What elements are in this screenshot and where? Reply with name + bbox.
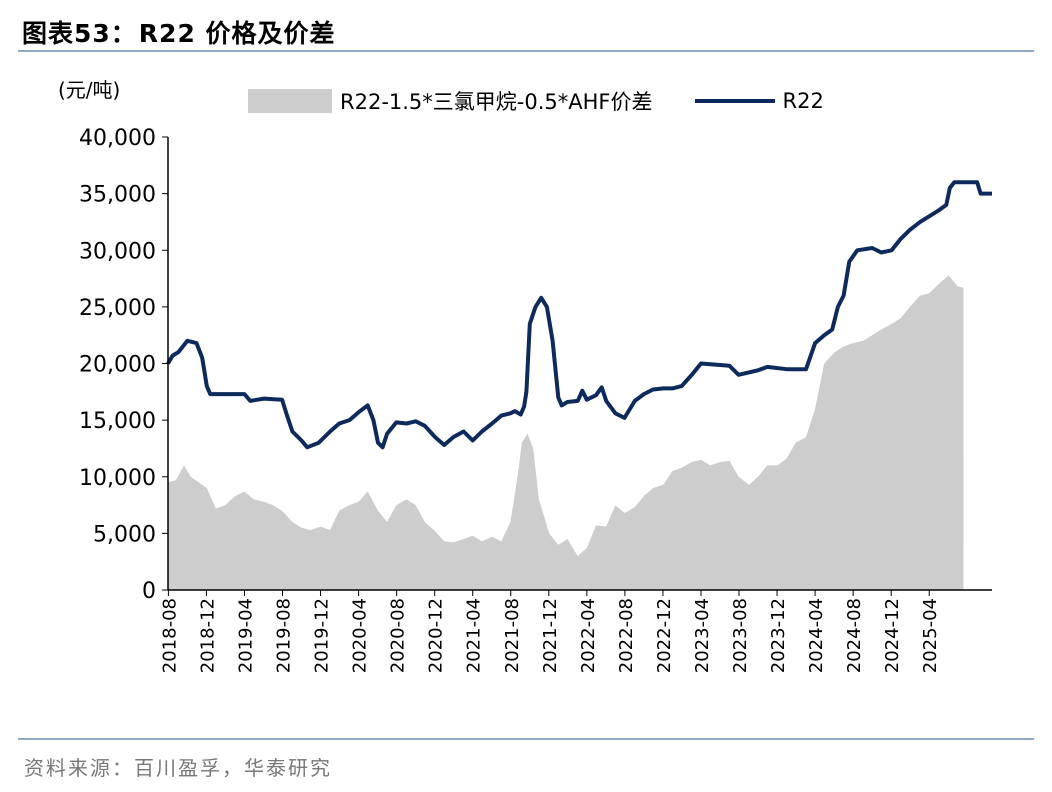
y-tick-label: 10,000 <box>79 466 156 491</box>
y-tick-label: 40,000 <box>79 126 156 151</box>
x-tick-label: 2023-04 <box>692 598 713 673</box>
x-tick-label: 2018-12 <box>197 598 218 673</box>
x-tick-label: 2021-12 <box>540 598 561 673</box>
x-tick-label: 2022-08 <box>616 598 637 673</box>
y-tick-label: 30,000 <box>79 239 156 264</box>
x-tick-label: 2023-08 <box>730 598 751 673</box>
y-tick-label: 15,000 <box>79 409 156 434</box>
figure-label: 图表53： <box>22 19 137 48</box>
figure-title: R22 价格及价差 <box>138 19 336 48</box>
source-note: 资料来源：百川盈孚，华泰研究 <box>24 756 332 780</box>
x-tick-label: 2023-12 <box>768 598 789 673</box>
chart-title: 图表53：R22 价格及价差 <box>22 14 336 50</box>
y-tick-label: 20,000 <box>79 353 156 378</box>
x-tick-label: 2024-12 <box>882 598 903 673</box>
legend-swatch-spread <box>248 89 332 113</box>
x-tick-label: 2020-08 <box>388 598 409 673</box>
y-tick-label: 25,000 <box>79 296 156 321</box>
x-tick-label: 2020-12 <box>426 598 447 673</box>
top-rule <box>18 50 1034 52</box>
x-tick-label: 2022-04 <box>578 598 599 673</box>
spread-area <box>168 275 964 590</box>
r22-price-line <box>166 180 992 450</box>
x-tick-label: 2018-08 <box>159 598 180 673</box>
x-tick-label: 2019-04 <box>235 598 256 673</box>
x-tick-label: 2025-04 <box>920 598 941 673</box>
legend-swatch-r22 <box>694 99 775 103</box>
x-tick-label: 2022-12 <box>654 598 675 673</box>
y-tick-label: 5,000 <box>93 522 156 547</box>
x-tick-label: 2020-04 <box>350 598 371 673</box>
x-tick-label: 2021-08 <box>502 598 523 673</box>
x-tick-label: 2019-08 <box>274 598 295 673</box>
bottom-rule <box>18 738 1034 740</box>
legend-label-spread: R22-1.5*三氯甲烷-0.5*AHF价差 <box>340 90 653 114</box>
legend-label-r22: R22 <box>782 89 824 113</box>
legend: R22-1.5*三氯甲烷-0.5*AHF价差 R22 <box>248 86 824 116</box>
x-tick-label: 2019-12 <box>312 598 333 673</box>
y-tick-label: 0 <box>142 579 156 604</box>
y-unit-label: (元/吨) <box>58 78 121 102</box>
y-tick-label: 35,000 <box>79 183 156 208</box>
x-tick-label: 2024-04 <box>806 598 827 673</box>
x-tick-label: 2024-08 <box>844 598 865 673</box>
x-tick-label: 2021-04 <box>464 598 485 673</box>
